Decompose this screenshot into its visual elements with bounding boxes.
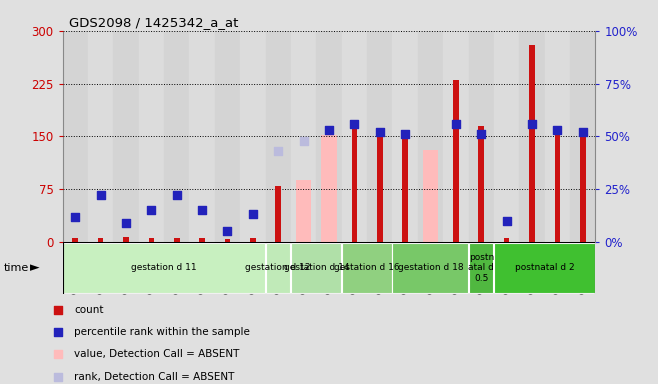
Point xyxy=(247,211,258,217)
Bar xyxy=(250,238,256,242)
Bar xyxy=(580,135,586,242)
Bar xyxy=(291,31,316,242)
Point xyxy=(392,65,402,71)
Bar xyxy=(377,129,382,242)
Bar xyxy=(342,31,367,242)
Point xyxy=(374,129,385,135)
Bar xyxy=(570,31,595,242)
Point xyxy=(349,121,360,127)
Bar xyxy=(453,80,459,242)
Bar xyxy=(494,31,519,242)
Point xyxy=(273,148,284,154)
Bar xyxy=(468,243,494,293)
Bar xyxy=(63,243,265,293)
Bar xyxy=(190,31,215,242)
Bar xyxy=(88,31,113,242)
Point xyxy=(451,121,461,127)
Bar xyxy=(367,31,392,242)
Text: gestation d 12: gestation d 12 xyxy=(245,263,311,272)
Text: time: time xyxy=(3,263,28,273)
Text: GDS2098 / 1425342_a_at: GDS2098 / 1425342_a_at xyxy=(69,16,238,29)
Point xyxy=(146,207,157,214)
Point xyxy=(95,192,106,199)
Bar xyxy=(266,31,291,242)
Point xyxy=(552,127,563,133)
Point xyxy=(120,220,131,226)
Point xyxy=(527,121,538,127)
Bar xyxy=(351,122,357,242)
Bar xyxy=(468,31,494,242)
Bar xyxy=(494,243,595,293)
Bar xyxy=(529,45,535,242)
Text: gestation d 18: gestation d 18 xyxy=(397,263,463,272)
Bar xyxy=(316,31,342,242)
Bar xyxy=(423,151,438,242)
Text: rank, Detection Call = ABSENT: rank, Detection Call = ABSENT xyxy=(74,372,234,382)
Bar xyxy=(443,31,468,242)
Text: percentile rank within the sample: percentile rank within the sample xyxy=(74,327,250,337)
Bar xyxy=(555,131,560,242)
Bar xyxy=(296,180,311,242)
Bar xyxy=(392,31,418,242)
Point xyxy=(392,270,402,276)
Bar xyxy=(321,135,337,242)
Bar xyxy=(392,243,468,293)
Text: count: count xyxy=(74,305,103,315)
Bar xyxy=(418,31,443,242)
Bar xyxy=(504,238,509,242)
Text: postn
atal d
0.5: postn atal d 0.5 xyxy=(468,253,494,283)
Point xyxy=(400,131,411,137)
Point xyxy=(324,127,334,133)
Text: gestation d 16: gestation d 16 xyxy=(334,263,400,272)
Bar xyxy=(98,238,103,242)
Point xyxy=(476,131,486,137)
Point xyxy=(578,129,588,135)
Bar xyxy=(478,126,484,242)
Bar xyxy=(123,237,129,242)
Bar xyxy=(519,31,545,242)
Text: gestation d 14: gestation d 14 xyxy=(284,263,349,272)
Bar xyxy=(402,135,408,242)
Point xyxy=(222,228,233,234)
Text: postnatal d 2: postnatal d 2 xyxy=(515,263,574,272)
Bar xyxy=(276,185,281,242)
Bar xyxy=(63,31,88,242)
Bar xyxy=(174,238,180,242)
Text: ►: ► xyxy=(30,262,39,274)
Bar xyxy=(224,239,230,242)
Bar xyxy=(139,31,164,242)
Bar xyxy=(149,238,154,242)
Bar xyxy=(291,243,342,293)
Bar xyxy=(240,31,266,242)
Text: gestation d 11: gestation d 11 xyxy=(131,263,197,272)
Point xyxy=(172,192,182,199)
Bar xyxy=(199,238,205,242)
Point xyxy=(197,207,207,214)
Bar xyxy=(164,31,190,242)
Point xyxy=(501,218,512,224)
Bar xyxy=(342,243,392,293)
Bar xyxy=(113,31,139,242)
Bar xyxy=(545,31,570,242)
Bar xyxy=(266,243,290,293)
Point xyxy=(298,137,309,144)
Bar xyxy=(215,31,240,242)
Point xyxy=(70,214,80,220)
Bar xyxy=(72,238,78,242)
Text: value, Detection Call = ABSENT: value, Detection Call = ABSENT xyxy=(74,349,240,359)
